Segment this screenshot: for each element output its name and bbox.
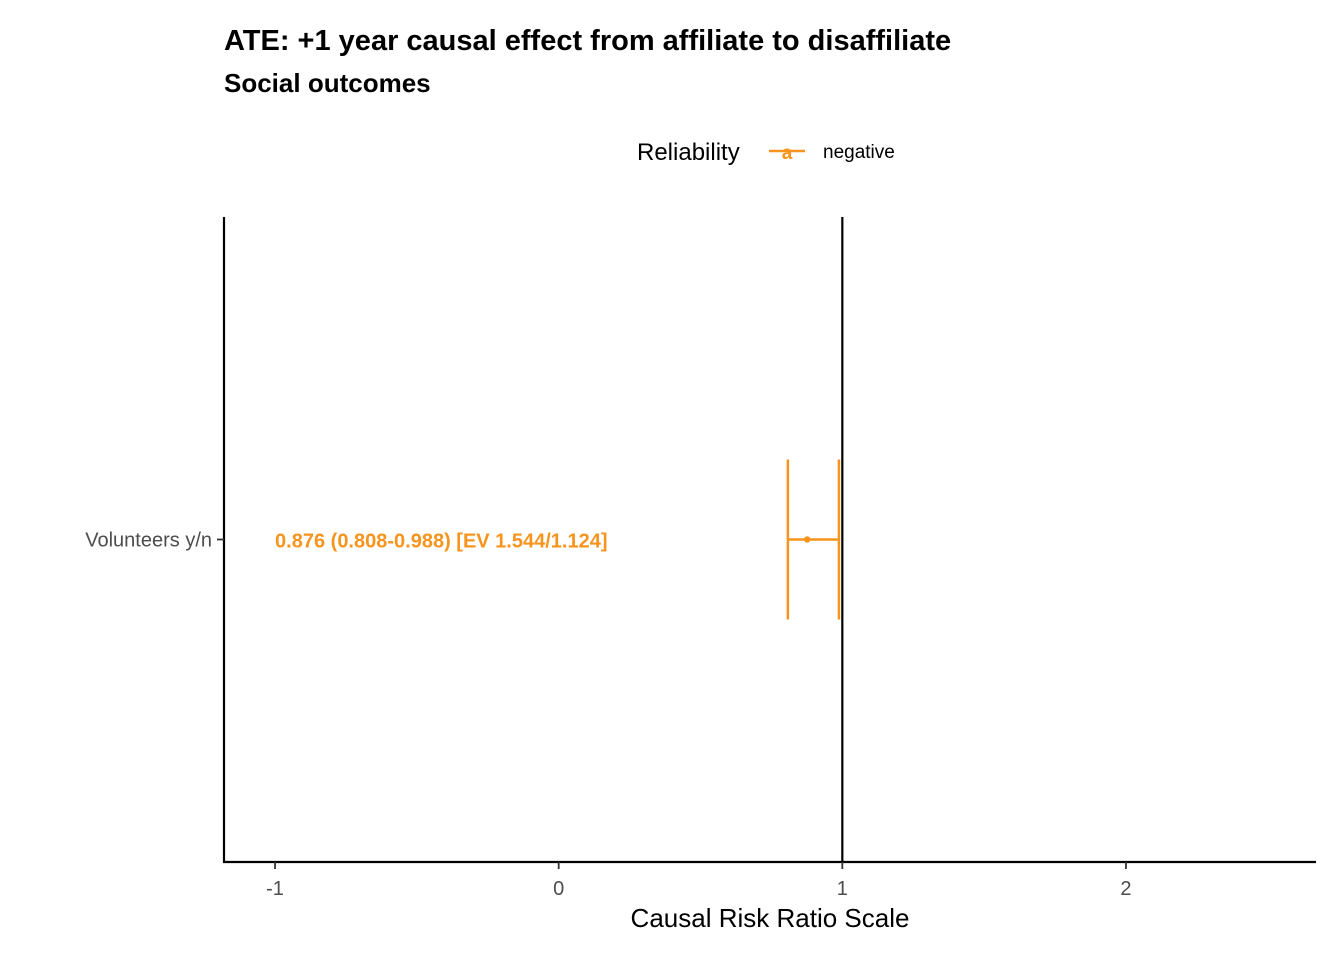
- x-axis: -1 0 1 2 Volunteers y/n: [85, 217, 1316, 900]
- x-tick-label: 0: [553, 878, 564, 900]
- estimate-label: 0.876 (0.808-0.988) [EV 1.544/1.124]: [275, 531, 607, 553]
- x-tick-label: -1: [266, 878, 284, 900]
- y-tick-label: Volunteers y/n: [85, 530, 212, 552]
- chart-subtitle: Social outcomes: [224, 68, 431, 98]
- chart-title: ATE: +1 year causal effect from affiliat…: [224, 25, 951, 57]
- x-axis-title: Causal Risk Ratio Scale: [631, 903, 910, 933]
- legend-title: Reliability: [637, 139, 740, 166]
- point-estimate: [803, 536, 811, 543]
- x-tick-label: 1: [837, 878, 848, 900]
- legend-label-negative: negative: [823, 142, 895, 163]
- x-tick-label: 2: [1120, 878, 1131, 900]
- legend: Reliability a negative: [637, 139, 895, 166]
- legend-key-glyph: a: [782, 143, 793, 164]
- plot-area: 0.876 (0.808-0.988) [EV 1.544/1.124]: [275, 217, 844, 862]
